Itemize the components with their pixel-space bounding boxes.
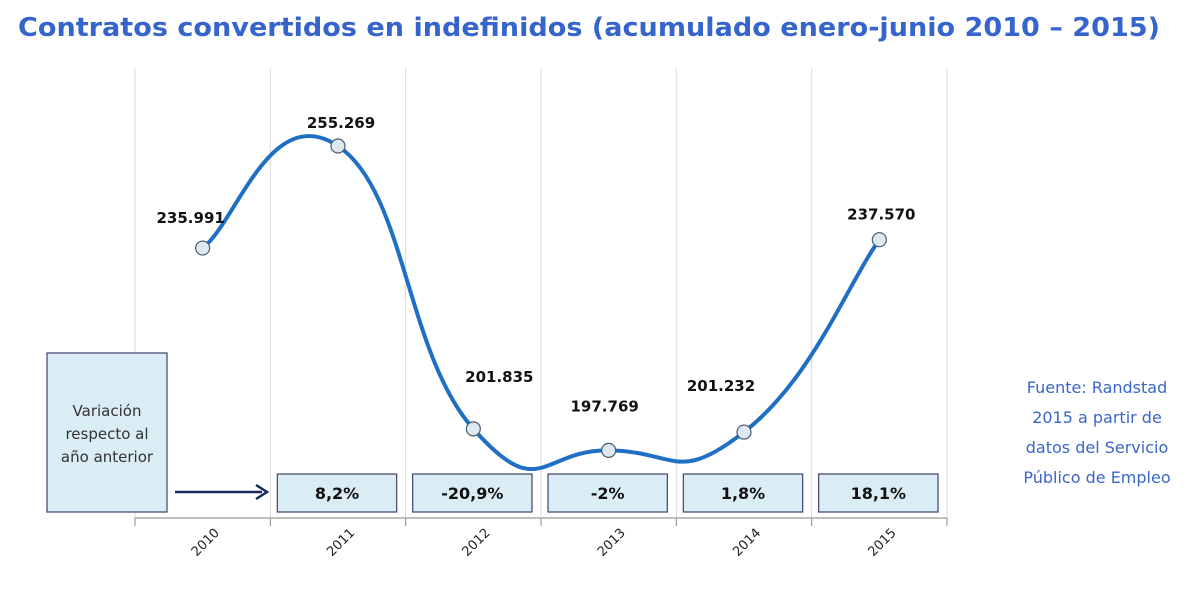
data-label: 237.570 xyxy=(847,206,915,224)
data-point xyxy=(601,442,617,458)
data-point xyxy=(465,421,481,437)
variation-boxes: 8,2% -20,9% -2% 1,8% 18,1% xyxy=(276,473,939,513)
data-label: 201.835 xyxy=(465,368,533,386)
variation-note-box xyxy=(46,352,168,513)
series-line xyxy=(200,134,882,472)
variation-box xyxy=(276,473,398,513)
x-tick-label: 2015 xyxy=(866,526,900,560)
series: 235.991 255.269 201.835 197.769 201.232 237.5… xyxy=(157,114,915,472)
variation-box xyxy=(547,473,668,513)
variation-value: -2% xyxy=(591,484,625,503)
chart-title: Contratos convertidos en indefinidos (ac… xyxy=(18,13,1160,43)
source-line: Fuente: Randstad xyxy=(1027,378,1167,397)
variation-value: 18,1% xyxy=(851,484,907,503)
data-label: 197.769 xyxy=(571,397,639,415)
variation-box xyxy=(682,473,804,513)
x-tick-label: 2014 xyxy=(730,526,764,560)
data-point xyxy=(330,138,346,154)
variation-value: 8,2% xyxy=(315,484,359,503)
source-line: 2015 a partir de xyxy=(1032,408,1162,427)
x-tick-label: 2012 xyxy=(460,526,494,560)
source-line: Público de Empleo xyxy=(1023,468,1170,487)
variation-box xyxy=(412,473,533,513)
variation-note-line: Variación xyxy=(73,402,142,420)
x-axis: 2010 2011 2012 2013 2014 2015 xyxy=(134,517,948,560)
data-label: 201.232 xyxy=(687,377,755,395)
x-tick-label: 2013 xyxy=(595,526,629,560)
data-point xyxy=(871,232,887,248)
variation-note: Variación respecto al año anterior xyxy=(46,352,270,513)
variation-box xyxy=(818,473,939,513)
variation-note-line: respecto al xyxy=(65,425,148,443)
variation-value: 1,8% xyxy=(721,484,765,503)
variation-note-line: año anterior xyxy=(61,448,154,466)
source-note: Fuente: Randstad 2015 a partir de datos … xyxy=(1023,378,1170,487)
grid xyxy=(134,68,948,518)
source-line: datos del Servicio xyxy=(1026,438,1169,457)
data-point xyxy=(736,424,752,440)
variation-value: -20,9% xyxy=(441,484,503,503)
arrow-head-icon xyxy=(255,483,270,501)
x-tick-label: 2011 xyxy=(324,526,358,560)
x-tick-label: 2010 xyxy=(189,526,223,560)
data-label: 235.991 xyxy=(157,209,225,227)
data-point xyxy=(195,240,211,256)
data-label: 255.269 xyxy=(307,114,375,132)
